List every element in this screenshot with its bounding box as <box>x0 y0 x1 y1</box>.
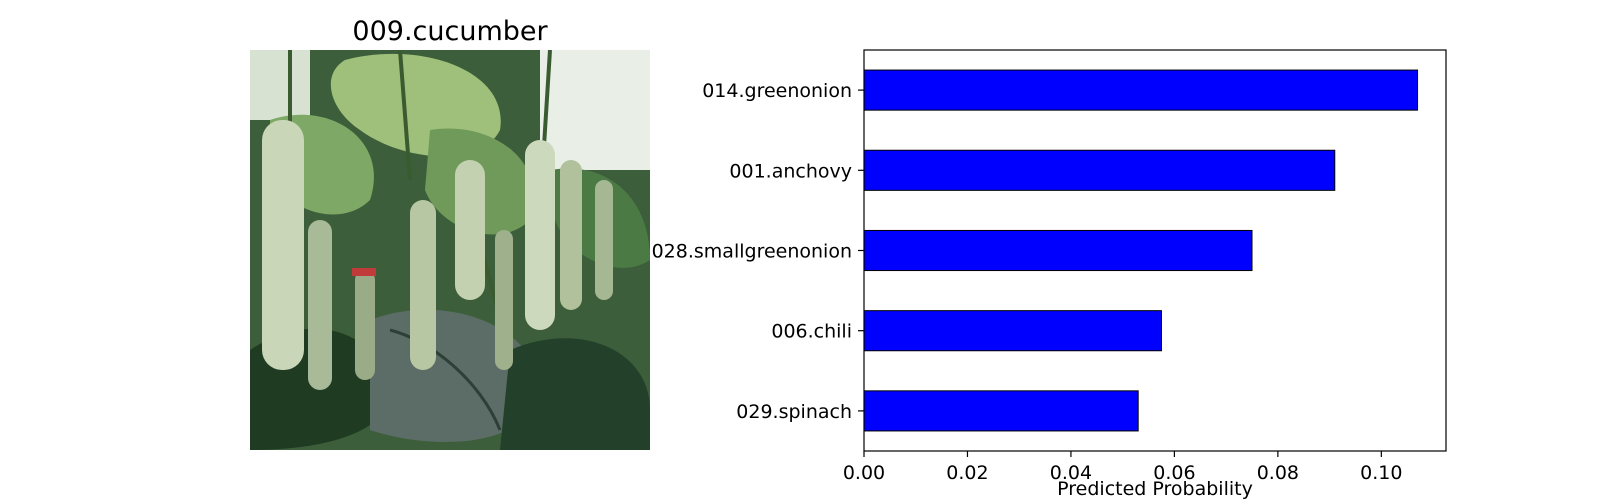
cucumber-photo <box>250 50 650 450</box>
x-tick-label: 0.08 <box>1257 462 1299 484</box>
x-tick-label: 0.06 <box>1153 462 1195 484</box>
y-tick-label: 029.spinach <box>736 401 852 423</box>
x-axis-label: Predicted Probability <box>1057 478 1253 500</box>
x-tick-label: 0.00 <box>843 462 885 484</box>
bar-029.spinach <box>863 390 1139 432</box>
y-tick-label: 014.greenonion <box>702 80 852 102</box>
x-tick-label: 0.04 <box>1050 462 1092 484</box>
bar-014.greenonion <box>863 69 1419 111</box>
bar-006.chili <box>863 310 1162 352</box>
cucumber-photo-illustration <box>250 50 650 450</box>
image-title: 009.cucumber <box>352 16 548 47</box>
x-tick-label: 0.02 <box>946 462 988 484</box>
bar-001.anchovy <box>863 149 1336 191</box>
y-tick-label: 001.anchovy <box>729 160 852 182</box>
y-tick-label: 028.smallgreenonion <box>652 241 852 263</box>
x-tick-label: 0.10 <box>1360 462 1402 484</box>
y-tick-label: 006.chili <box>771 321 852 343</box>
bar-028.smallgreenonion <box>863 229 1253 272</box>
